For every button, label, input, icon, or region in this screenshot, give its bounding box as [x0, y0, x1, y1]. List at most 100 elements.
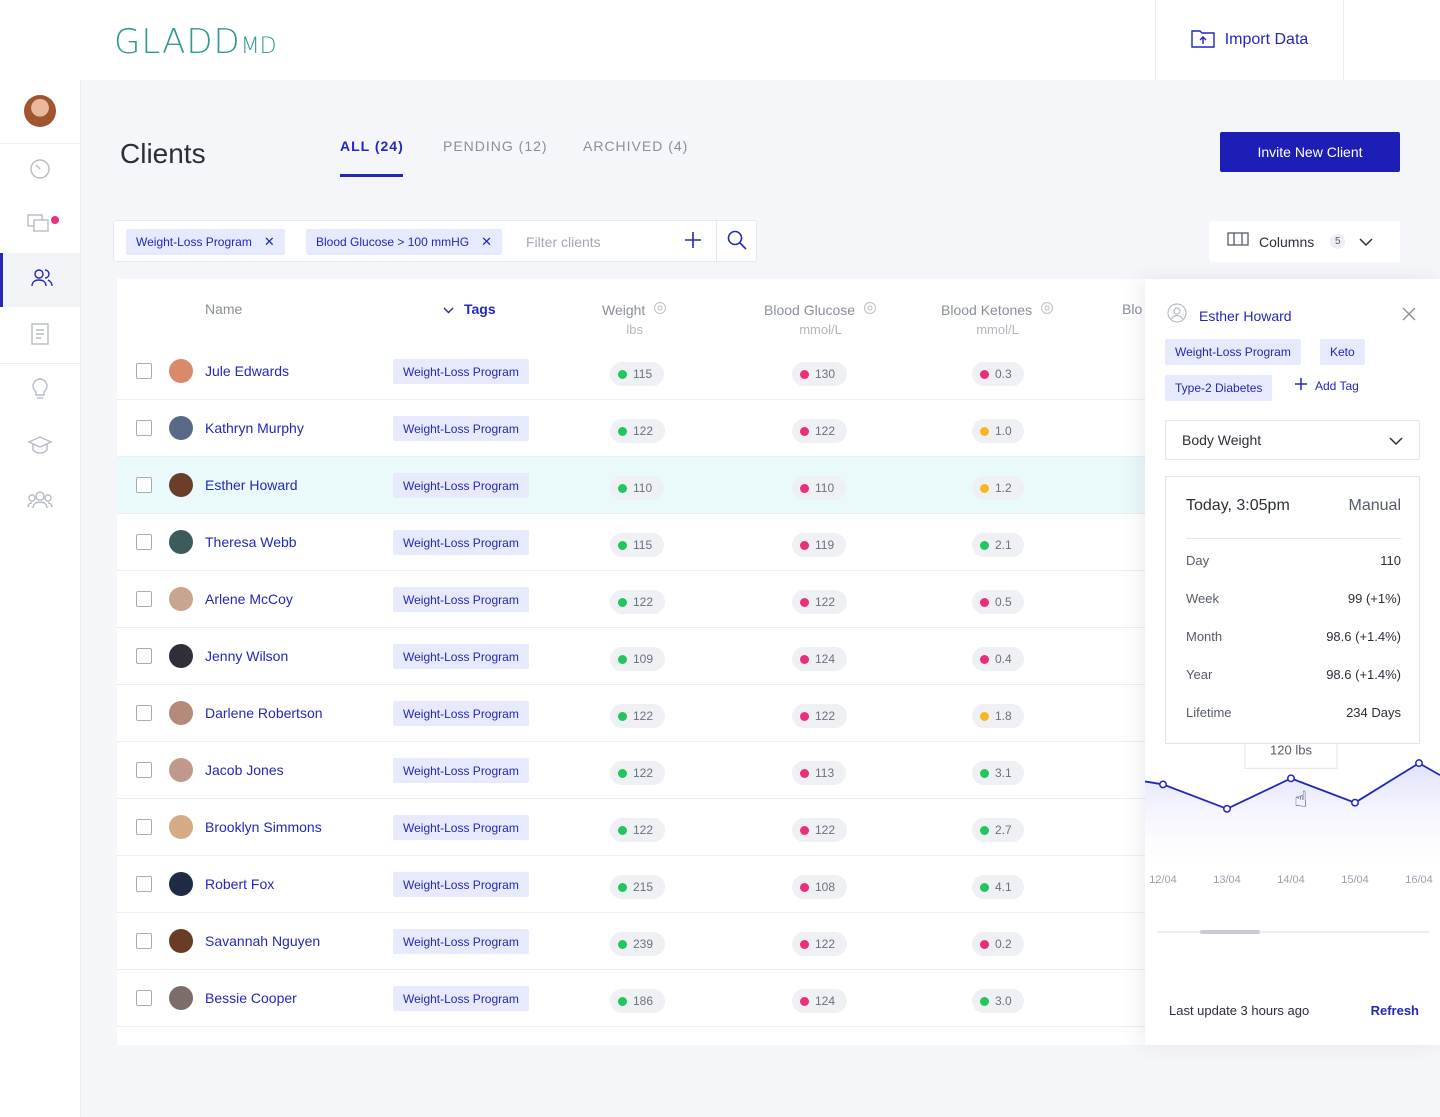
ketones-value: 2.1	[995, 538, 1012, 552]
client-tag[interactable]: Weight-Loss Program	[393, 986, 529, 1011]
filter-clients-input[interactable]	[526, 231, 676, 253]
client-name[interactable]: Savannah Nguyen	[205, 933, 321, 949]
tab-archived[interactable]: ARCHIVED (4)	[583, 138, 689, 154]
row-checkbox[interactable]	[136, 363, 152, 379]
status-dot	[618, 426, 627, 436]
sidebar-item-messages[interactable]	[0, 198, 80, 252]
client-tag[interactable]: Weight-Loss Program	[393, 929, 529, 954]
table-row[interactable]: Robert Fox Weight-Loss Program 215 108 4.1	[117, 856, 1440, 913]
table-row[interactable]: Kathryn Murphy Weight-Loss Program 122 122 1…	[117, 400, 1440, 457]
column-header-weight[interactable]: Weight lbs	[602, 301, 667, 337]
table-row[interactable]: Savannah Nguyen Weight-Loss Program 239 122…	[117, 913, 1440, 970]
panel-tag[interactable]: Weight-Loss Program	[1165, 339, 1301, 365]
client-name[interactable]: Darlene Robertson	[205, 705, 323, 721]
column-header-tags[interactable]: Tags	[443, 301, 496, 317]
stat-label: Week	[1186, 591, 1219, 606]
import-data-label: Import Data	[1224, 31, 1309, 48]
stat-row: Year 98.6 (+1.4%)	[1186, 667, 1401, 682]
close-panel-button[interactable]	[1402, 307, 1416, 326]
client-name[interactable]: Jenny Wilson	[205, 648, 289, 664]
client-tag[interactable]: Weight-Loss Program	[393, 872, 529, 897]
remove-filter-icon[interactable]: ✕	[481, 234, 492, 249]
column-header-name[interactable]: Name	[205, 301, 243, 317]
sidebar-item-insights[interactable]	[0, 364, 80, 418]
client-name[interactable]: Theresa Webb	[205, 534, 297, 550]
metric-select[interactable]: Body Weight	[1165, 420, 1420, 460]
chart-scroll-thumb[interactable]	[1200, 930, 1260, 934]
row-checkbox[interactable]	[136, 477, 152, 493]
client-tag[interactable]: Weight-Loss Program	[393, 701, 529, 726]
gear-icon[interactable]	[653, 301, 667, 318]
sidebar-item-dashboard[interactable]	[0, 144, 80, 198]
table-row[interactable]: Jacob Jones Weight-Loss Program 122 113 3.1	[117, 742, 1440, 799]
row-checkbox[interactable]	[136, 762, 152, 778]
panel-client-name[interactable]: Esther Howard	[1199, 307, 1292, 324]
tab-pending[interactable]: PENDING (12)	[443, 138, 548, 154]
add-tag-button[interactable]: Add Tag	[1295, 378, 1359, 393]
client-name[interactable]: Jacob Jones	[205, 762, 284, 778]
table-row[interactable]: Darlene Robertson Weight-Loss Program 122 1…	[117, 685, 1440, 742]
row-checkbox[interactable]	[136, 990, 152, 1006]
add-filter-button[interactable]	[680, 229, 706, 255]
client-name[interactable]: Robert Fox	[205, 876, 275, 892]
client-tag[interactable]: Weight-Loss Program	[393, 359, 529, 384]
table-row[interactable]: Jenny Wilson Weight-Loss Program 109 124 0.4	[117, 628, 1440, 685]
avatar	[169, 359, 193, 383]
row-checkbox[interactable]	[136, 534, 152, 550]
client-name[interactable]: Bessie Cooper	[205, 990, 297, 1006]
refresh-button[interactable]: Refresh	[1370, 1003, 1419, 1018]
import-data-button[interactable]: Import Data	[1155, 0, 1344, 80]
client-tag[interactable]: Weight-Loss Program	[393, 644, 529, 669]
remove-filter-icon[interactable]: ✕	[263, 234, 275, 249]
glucose-value: 124	[815, 652, 836, 666]
columns-dropdown[interactable]: Columns 5	[1209, 221, 1400, 262]
column-header-truncated[interactable]: Blo	[1122, 301, 1143, 317]
sidebar-item-community[interactable]	[0, 475, 80, 529]
weight-value: 122	[633, 709, 654, 723]
client-tag[interactable]: Weight-Loss Program	[393, 416, 529, 441]
panel-tag[interactable]: Keto	[1320, 339, 1365, 365]
search-button[interactable]	[724, 229, 750, 255]
client-tag[interactable]: Weight-Loss Program	[393, 758, 529, 783]
column-header-blood-glucose[interactable]: Blood Glucose mmol/L	[764, 301, 877, 337]
weight-value: 239	[633, 937, 654, 951]
client-tag[interactable]: Weight-Loss Program	[393, 587, 529, 612]
panel-tag[interactable]: Type-2 Diabetes	[1165, 375, 1273, 401]
body-weight-chart[interactable]: 12/04 13/04 14/04 15/04 16/04 120 lbs ☝	[1145, 744, 1440, 914]
weight-value-pill: 122	[610, 704, 666, 728]
row-checkbox[interactable]	[136, 705, 152, 721]
sidebar-item-reports[interactable]	[0, 309, 80, 363]
chart-scroll-track[interactable]	[1157, 931, 1429, 933]
tab-all[interactable]: ALL (24)	[340, 138, 404, 154]
client-name[interactable]: Esther Howard	[205, 477, 298, 493]
status-dot	[980, 654, 989, 664]
user-avatar[interactable]	[24, 95, 56, 127]
client-tag[interactable]: Weight-Loss Program	[393, 815, 529, 840]
row-checkbox[interactable]	[136, 420, 152, 436]
weight-value-pill: 215	[610, 875, 666, 899]
row-checkbox[interactable]	[136, 876, 152, 892]
glucose-value-pill: 124	[792, 647, 848, 671]
table-row[interactable]: Theresa Webb Weight-Loss Program 115 119 2.1	[117, 514, 1440, 571]
client-name[interactable]: Kathryn Murphy	[205, 420, 304, 436]
sidebar-item-education[interactable]	[0, 420, 80, 474]
sidebar-item-clients[interactable]	[0, 253, 80, 307]
table-row[interactable]: Bessie Cooper Weight-Loss Program 186 124 3.…	[117, 970, 1440, 1027]
invite-new-client-button[interactable]: Invite New Client	[1220, 132, 1400, 172]
client-name[interactable]: Arlene McCoy	[205, 591, 293, 607]
row-checkbox[interactable]	[136, 648, 152, 664]
row-checkbox[interactable]	[136, 933, 152, 949]
client-tag[interactable]: Weight-Loss Program	[393, 473, 529, 498]
row-checkbox[interactable]	[136, 591, 152, 607]
client-name[interactable]: Jule Edwards	[205, 363, 290, 379]
client-name[interactable]: Brooklyn Simmons	[205, 819, 322, 835]
column-header-blood-ketones[interactable]: Blood Ketones mmol/L	[941, 301, 1054, 337]
gear-icon[interactable]	[863, 301, 877, 318]
client-tag[interactable]: Weight-Loss Program	[393, 530, 529, 555]
table-row[interactable]: Arlene McCoy Weight-Loss Program 122 122 0.5	[117, 571, 1440, 628]
table-row[interactable]: Jule Edwards Weight-Loss Program 115 130 0.3	[117, 343, 1440, 400]
row-checkbox[interactable]	[136, 819, 152, 835]
table-row[interactable]: Brooklyn Simmons Weight-Loss Program 122 12…	[117, 799, 1440, 856]
glucose-value-pill: 110	[792, 476, 847, 500]
gear-icon[interactable]	[1040, 301, 1054, 318]
